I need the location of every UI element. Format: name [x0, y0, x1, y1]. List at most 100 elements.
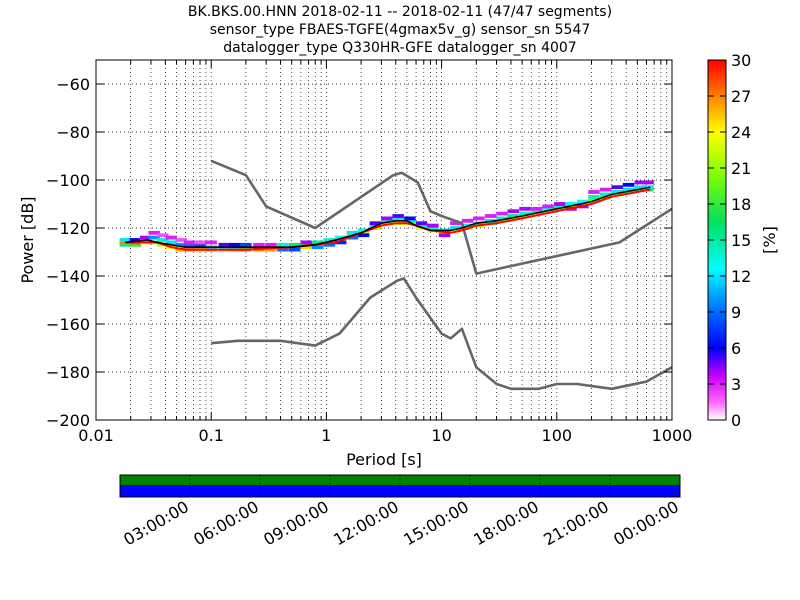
density-cell	[300, 240, 313, 245]
density-cell	[357, 233, 370, 238]
grid-lines	[96, 60, 672, 420]
colorbar-tick-label: 3	[731, 375, 741, 394]
density-cell	[205, 240, 217, 245]
density-cell	[323, 242, 336, 247]
curve-model-lower	[211, 277, 673, 391]
curve-mean	[125, 186, 651, 248]
curve-model-upper	[210, 159, 673, 275]
x-axis-label: Period [s]	[346, 450, 422, 469]
curve-mode	[125, 188, 651, 251]
x-axis-ticks: 0.01 0.1 1 10 100 1000	[78, 60, 692, 445]
x-tick-label: 0.1	[198, 426, 223, 445]
density-cell	[229, 242, 241, 247]
density-cell	[600, 192, 612, 197]
density-cell	[496, 218, 508, 223]
density-cell	[484, 214, 497, 218]
density-cell	[611, 190, 623, 194]
density-cell	[183, 242, 196, 247]
density-cell	[496, 216, 508, 221]
x-tick-label: 1	[321, 426, 331, 445]
colorbar-tick-label: 9	[731, 303, 741, 322]
density-cell	[507, 209, 520, 214]
title-line: BK.BKS.00.HNN 2018-02-11 -- 2018-02-11 (…	[188, 4, 612, 20]
density-cell	[357, 228, 370, 233]
time-tick-label: 03:00:00	[120, 497, 192, 549]
y-axis-ticks: −200 −180 −160 −140 −120 −100 −80 −60	[46, 75, 672, 430]
y-tick-label: −100	[46, 171, 90, 190]
density-cell	[450, 226, 462, 230]
density-cell	[148, 235, 160, 240]
density-cell	[277, 242, 289, 247]
density-cell	[119, 242, 132, 247]
density-cell	[194, 240, 206, 245]
density-cell	[542, 206, 554, 211]
y-tick-label: −160	[46, 315, 90, 334]
density-cell	[323, 238, 336, 242]
density-cell	[392, 216, 404, 221]
y-tick-label: −60	[56, 75, 90, 94]
colorbar-tick-label: 15	[731, 231, 751, 250]
density-cell	[334, 240, 347, 245]
density-cell	[165, 235, 177, 240]
density-cell	[381, 216, 393, 221]
density-cell	[461, 218, 474, 223]
time-tick-label: 21:00:00	[540, 497, 612, 549]
density-cell	[634, 185, 646, 190]
curves	[125, 159, 673, 391]
density-cell	[542, 204, 554, 209]
density-cell	[554, 204, 566, 209]
density-cell	[473, 216, 485, 221]
density-cell	[277, 247, 289, 252]
time-tick-label: 18:00:00	[470, 497, 542, 549]
colorbar-ticks: 0 3 6 9 12 15 18 21 24 27 30	[708, 51, 751, 430]
density-cell	[577, 199, 589, 204]
density-cell	[369, 221, 382, 226]
plot-frame	[95, 59, 673, 421]
density-cell	[148, 230, 160, 235]
y-tick-label: −140	[46, 267, 90, 286]
density-cell	[427, 223, 439, 228]
figure-title: BK.BKS.00.HNN 2018-02-11 -- 2018-02-11 (…	[188, 4, 612, 56]
density-cell	[288, 247, 301, 252]
time-tick-label: 15:00:00	[400, 497, 472, 549]
x-tick-label: 0.01	[78, 426, 114, 445]
title-line: sensor_type FBAES-TGFE(4gmax5v_g) sensor…	[210, 22, 591, 38]
density-cell	[265, 247, 277, 252]
density-cell	[438, 233, 451, 238]
density-cell	[129, 238, 142, 242]
density-cell	[194, 242, 206, 247]
density-cell	[588, 197, 600, 202]
density-cell	[265, 242, 277, 247]
density-cell	[334, 235, 347, 240]
density-cell	[139, 235, 152, 240]
density-cell	[157, 238, 169, 242]
density-cell	[588, 190, 600, 194]
density-cell	[392, 214, 404, 218]
time-tick-label: 00:00:00	[610, 497, 682, 549]
density-cell	[175, 242, 187, 247]
colorbar-tick-label: 27	[731, 87, 751, 106]
density-cell	[346, 230, 359, 235]
time-tick-label: 09:00:00	[260, 497, 332, 549]
density-cell	[404, 216, 416, 221]
density-cell	[183, 240, 196, 245]
time-tick-label: 06:00:00	[190, 497, 262, 549]
density-cell	[611, 185, 623, 190]
density-cell	[611, 192, 623, 197]
density-cell	[404, 218, 416, 223]
x-tick-label: 10	[431, 426, 451, 445]
density-cell	[634, 180, 646, 185]
colorbar-tick-label: 18	[731, 195, 751, 214]
density-cell	[588, 194, 600, 199]
density-cell	[240, 242, 252, 247]
density-cell	[311, 240, 324, 245]
title-line: datalogger_type Q330HR-GFE datalogger_sn…	[223, 40, 576, 56]
y-tick-label: −180	[46, 363, 90, 382]
y-tick-label: −200	[46, 411, 90, 430]
density-cell	[565, 202, 577, 206]
density-cell	[427, 226, 439, 230]
density-cell	[381, 221, 393, 226]
density-cell	[119, 238, 132, 242]
density-cell	[415, 223, 428, 228]
density-cell	[165, 240, 177, 245]
